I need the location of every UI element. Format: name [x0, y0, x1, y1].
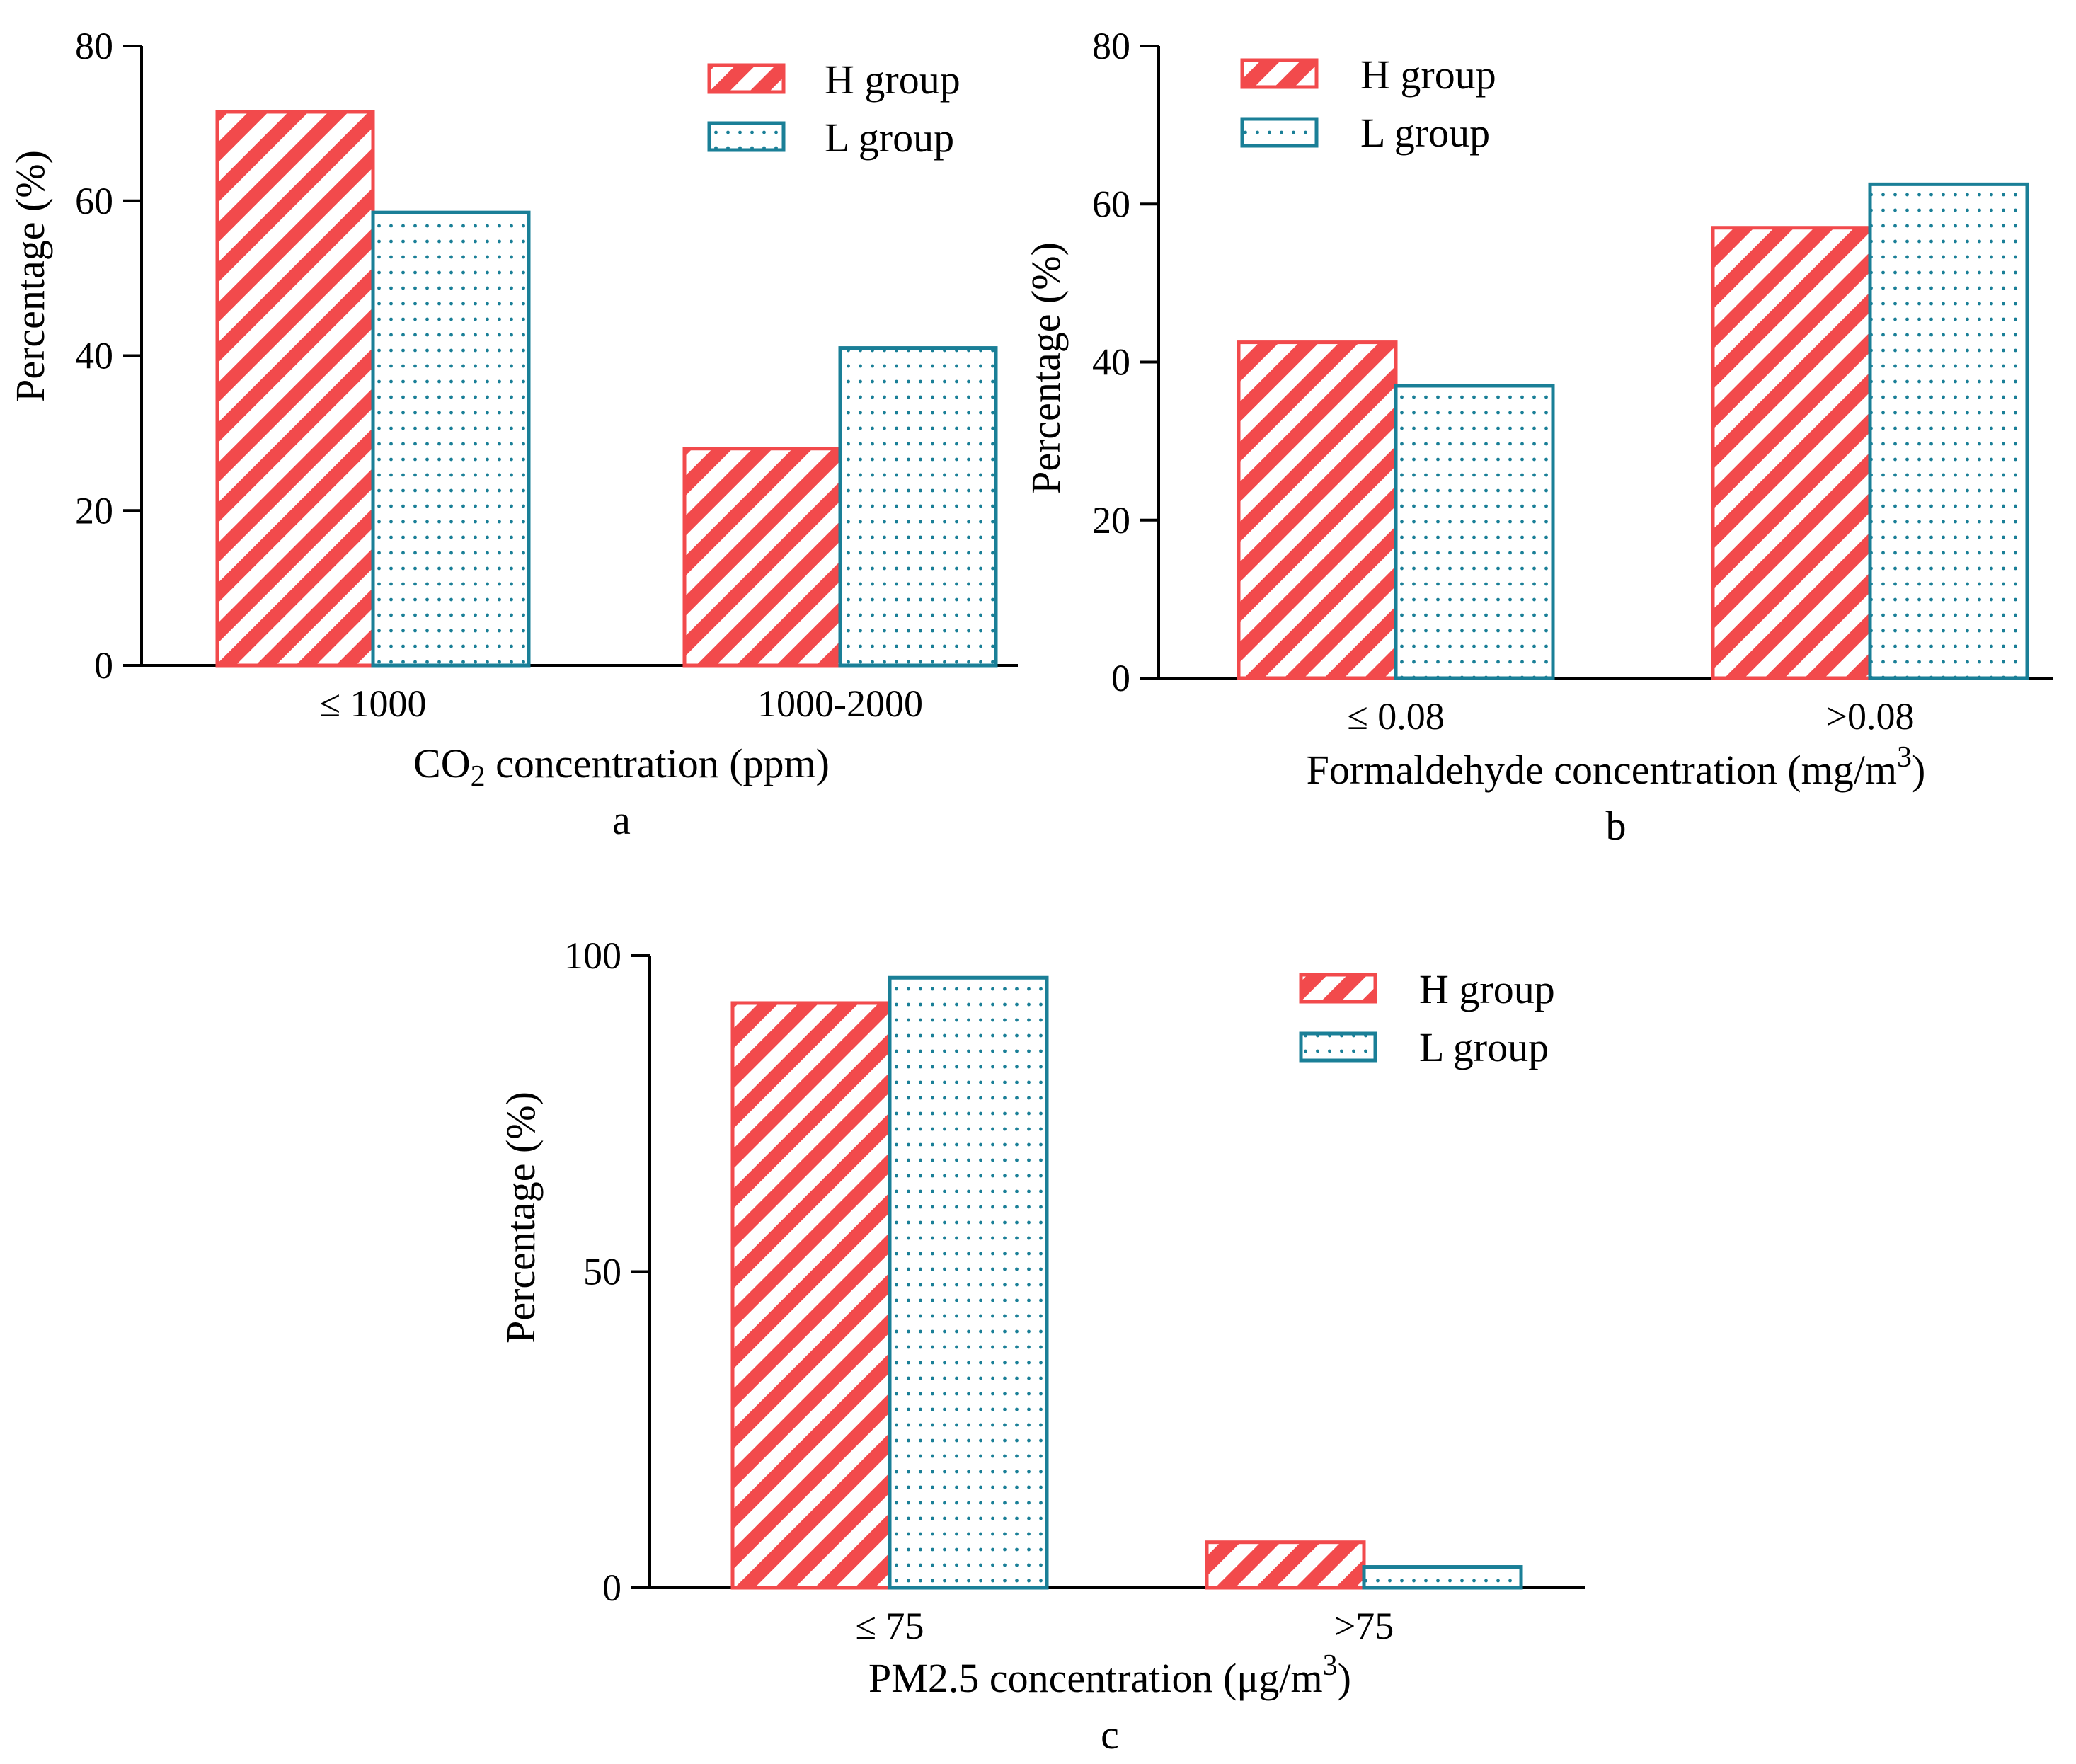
legend-swatch-l-group	[707, 121, 786, 152]
y-tick-label: 20	[1092, 499, 1130, 542]
legend-label-l-group: L group	[825, 115, 954, 161]
x-category-label: >0.08	[1826, 695, 1915, 738]
x-category-label: ≤ 0.08	[1347, 695, 1445, 738]
y-tick-label: 60	[1092, 183, 1130, 225]
x-axis-title: Formaldehyde concentration (mg/m3)	[1307, 741, 1926, 793]
legend-swatch-l-group	[1299, 1031, 1377, 1063]
panel-label: a	[612, 797, 631, 843]
legend: H group L group	[707, 57, 960, 161]
chart-marks: 0 20 40 60 80 ≤ 1000 1000-2000 0 20 40 60 80 ≤ 0.08 >…	[75, 25, 2053, 1647]
y-tick-label: 80	[1092, 25, 1130, 67]
bar-h-group	[730, 1001, 892, 1590]
legend-label-h-group: H group	[1419, 966, 1555, 1012]
y-tick-label: 50	[583, 1251, 621, 1293]
bar-l-group	[888, 975, 1049, 1590]
panel-label: b	[1606, 803, 1627, 849]
y-tick-label: 60	[75, 180, 113, 222]
x-axis-title: PM2.5 concentration (μg/m3)	[868, 1649, 1351, 1701]
y-tick-label: 100	[564, 934, 621, 977]
y-tick-label: 80	[75, 25, 113, 67]
y-tick-label: 40	[75, 335, 113, 377]
bar-l-group	[838, 346, 998, 668]
legend-label-l-group: L group	[1419, 1024, 1549, 1070]
panel-label: c	[1101, 1712, 1119, 1758]
y-tick-label: 0	[602, 1567, 621, 1609]
legend-swatch-h-group	[707, 63, 786, 94]
bar-l-group	[1362, 1565, 1523, 1590]
x-axis-title: CO2 concentration (ppm)	[413, 740, 830, 793]
legend-swatch-l-group	[1240, 117, 1319, 148]
x-category-label: ≤ 1000	[319, 682, 426, 725]
bar-h-group	[682, 447, 842, 668]
legend-label-h-group: H group	[1360, 52, 1496, 98]
panel-c: Percentage (%) PM2.5 concentration (μg/m…	[498, 966, 1555, 1758]
bar-h-group	[1711, 226, 1872, 680]
bar-h-group	[1237, 340, 1398, 680]
y-tick-label: 0	[1111, 657, 1130, 699]
x-category-label: 1000-2000	[757, 682, 923, 725]
bar-l-group	[1394, 384, 1555, 680]
panel-b: Percentage (%) Formaldehyde concentratio…	[1023, 52, 1925, 849]
legend: H group L group	[1299, 966, 1555, 1070]
bar-h-group	[1205, 1540, 1366, 1590]
x-category-label: ≤ 75	[855, 1605, 924, 1647]
y-tick-label: 40	[1092, 341, 1130, 384]
legend-label-h-group: H group	[825, 57, 960, 103]
bar-l-group	[1868, 182, 2029, 680]
y-tick-label: 20	[75, 489, 113, 532]
bar-l-group	[371, 210, 531, 668]
y-axis-title: Percentage (%)	[7, 150, 53, 402]
x-category-label: >75	[1334, 1605, 1394, 1647]
y-tick-label: 0	[94, 644, 113, 687]
bar-h-group	[215, 110, 375, 668]
legend-swatch-h-group	[1299, 973, 1377, 1004]
legend-label-l-group: L group	[1360, 110, 1490, 156]
legend: H group L group	[1240, 52, 1496, 156]
y-axis-title: Percentage (%)	[498, 1092, 544, 1344]
legend-swatch-h-group	[1240, 58, 1319, 89]
y-axis-title: Percentage (%)	[1023, 242, 1069, 494]
panel-a: Percentage (%) CO2 concentration (ppm) a…	[7, 57, 960, 843]
